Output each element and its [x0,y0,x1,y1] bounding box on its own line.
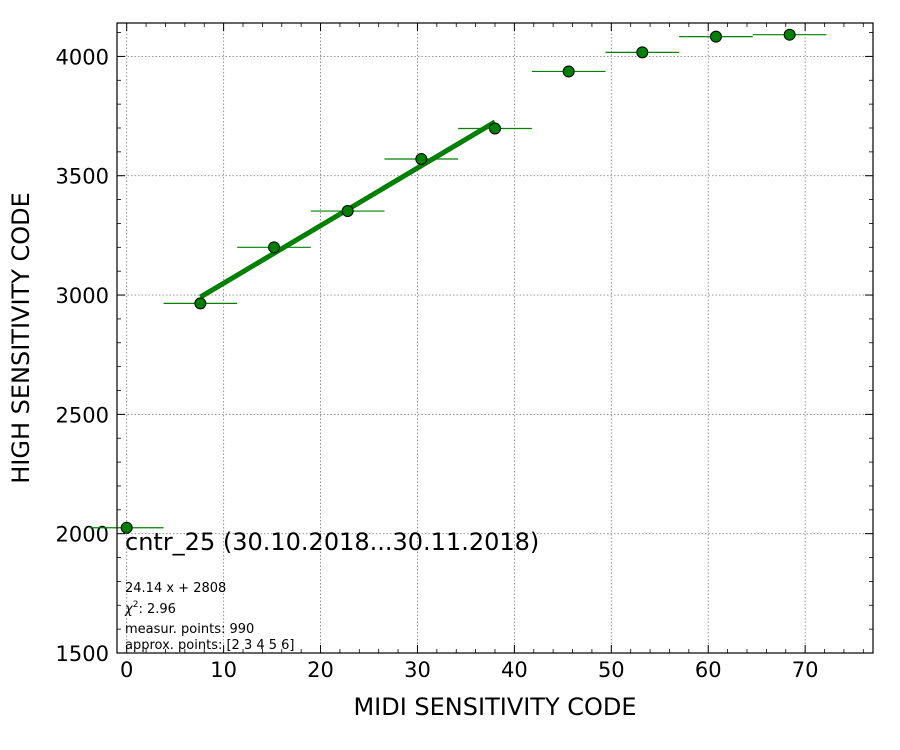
data-point [415,153,428,166]
chart-title: cntr_25 (30.10.2018...30.11.2018) [125,528,539,556]
approx-points: approx. points: [2 3 4 5 6] [125,638,295,653]
chi-squared: χ2: 2.96 [124,600,176,617]
fit-equation: 24.14 x + 2808 [125,581,226,596]
x-tick-label: 20 [307,658,334,682]
y-tick-label: 2500 [56,403,109,427]
chi-value: : 2.96 [138,602,175,617]
x-tick-label: 40 [501,658,528,682]
chi-symbol: χ [124,602,134,617]
data-point [341,205,354,218]
data-point [194,297,207,310]
y-axis-label: HIGH SENSITIVITY CODE [7,192,35,484]
y-tick-label: 1500 [56,642,109,666]
data-point [268,241,281,254]
data-point [636,46,649,59]
x-axis-label: MIDI SENSITIVITY CODE [353,693,636,721]
data-point [709,30,722,43]
plot-background [117,23,873,653]
y-tick-label: 2000 [56,523,109,547]
plot-frame [116,22,874,654]
x-tick-label: 60 [695,658,722,682]
data-point [489,122,501,135]
ticks [117,23,873,654]
y-tick-label: 4000 [56,45,109,69]
chi-superscript: 2 [133,600,139,610]
grid [117,23,873,653]
data-point [120,521,133,534]
data-points [120,28,796,534]
x-tick-label: 10 [210,658,237,682]
x-tick-label: 50 [598,658,625,682]
y-tick-label: 3500 [56,165,109,189]
y-tick-label: 3000 [56,284,109,308]
tick-labels: 0 10 20 30 40 50 60 70 1500 2000 2500 3000 3500 4000 [56,45,819,682]
x-tick-label: 0 [120,658,133,682]
x-tick-label: 30 [404,658,431,682]
x-tick-label: 70 [792,658,819,682]
data-point [562,65,575,78]
data-point [783,28,796,41]
measured-points: measur. points: 990 [125,622,254,637]
